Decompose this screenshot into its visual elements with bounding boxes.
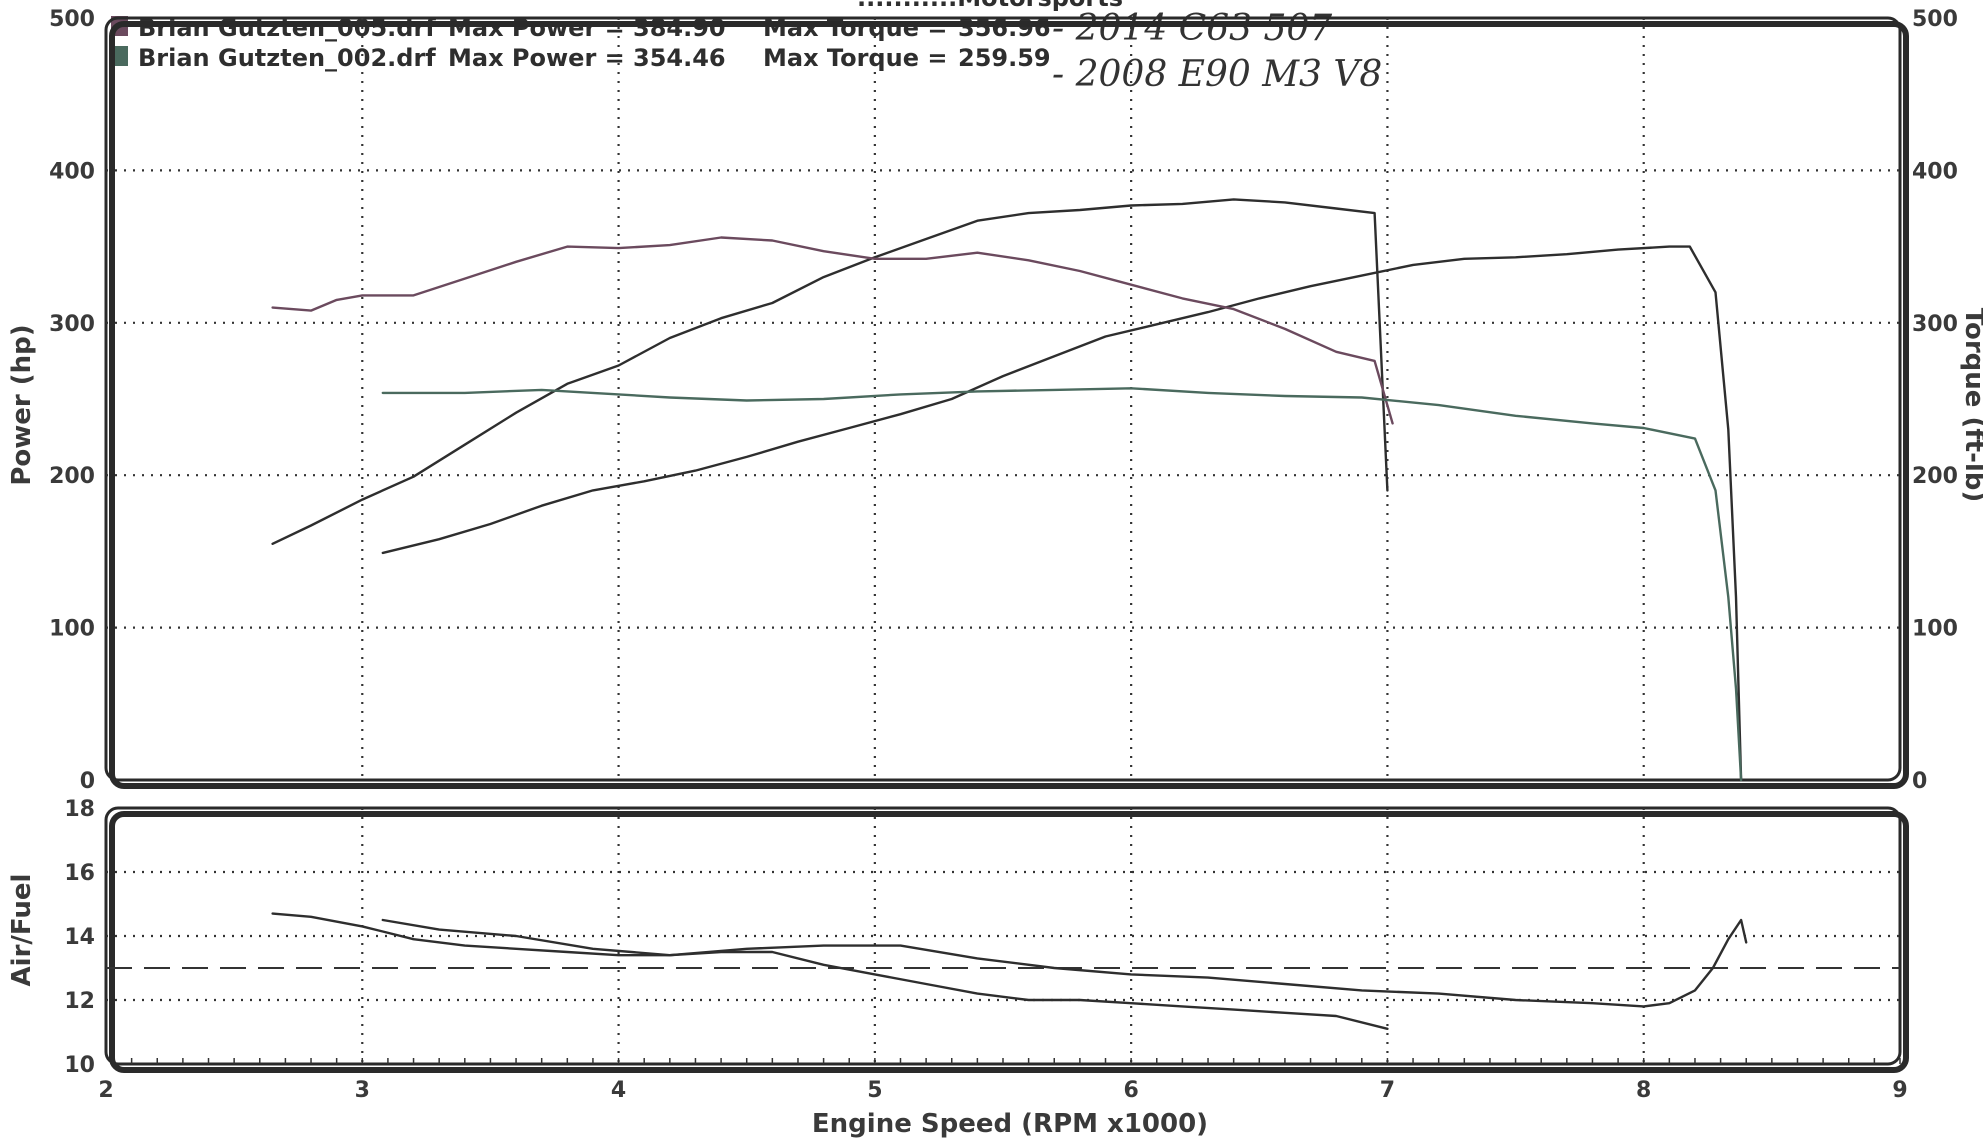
afr-panel-shadow	[109, 811, 1909, 1073]
axis-ticks: 2 3 4 5 6 7 8 9 0 100 200 300 400 500 0 100 200 300 400 500…	[49, 7, 1958, 1103]
y-tick-label-power-100: 100	[49, 617, 95, 642]
y-axis-label-torque: Torque (ft-lb)	[1959, 308, 1983, 503]
y-tick-label-afr-14: 14	[64, 925, 95, 950]
torque-curve-m3	[381, 387, 1743, 782]
y2-tick-label-torque-0: 0	[1912, 769, 1927, 794]
y-tick-label-afr-12: 12	[64, 989, 95, 1014]
y-axis-label-afr: Air/Fuel	[7, 874, 37, 987]
y2-tick-label-torque-200: 200	[1912, 464, 1958, 489]
x-tick-label-8: 8	[1636, 1078, 1651, 1103]
y2-tick-label-torque-300: 300	[1912, 312, 1958, 337]
power-panel-shadow	[109, 21, 1909, 789]
x-tick-label-5: 5	[867, 1078, 882, 1103]
power-panel-frame	[104, 16, 1902, 782]
afr-curve-m3	[381, 918, 1748, 1008]
traces	[106, 198, 1900, 1031]
afr-curve-c63	[271, 912, 1389, 1031]
legend-file-2: Brian Gutzten_002.drf	[138, 44, 436, 72]
x-axis-label: Engine Speed (RPM x1000)	[812, 1109, 1208, 1139]
legend-maxtorque-label-2: Max Torque =	[763, 44, 947, 72]
power-curve-m3	[381, 245, 1743, 782]
x-tick-label-2: 2	[98, 1078, 113, 1103]
x-tick-label-4: 4	[611, 1078, 626, 1103]
y2-tick-label-torque-500: 500	[1912, 7, 1958, 32]
chart-title: ...........Motorsports	[857, 0, 1123, 12]
legend-maxtorque-value-2: 259.59	[958, 44, 1051, 72]
y-tick-label-power-400: 400	[49, 159, 95, 184]
afr-panel-frame	[104, 806, 1902, 1066]
y-tick-label-power-300: 300	[49, 312, 95, 337]
y-tick-label-power-200: 200	[49, 464, 95, 489]
legend-swatch-2	[111, 46, 128, 66]
y2-tick-label-torque-400: 400	[1912, 159, 1958, 184]
x-tick-label-9: 9	[1892, 1078, 1907, 1103]
handwritten-note-2: - 2008 E90 M3 V8	[1052, 54, 1382, 95]
x-tick-label-3: 3	[355, 1078, 370, 1103]
x-tick-label-7: 7	[1380, 1078, 1395, 1103]
y-tick-label-power-0: 0	[80, 769, 95, 794]
legend-maxpower-value-2: 354.46	[633, 44, 726, 72]
power-curve-c63	[271, 198, 1389, 545]
torque-curve-c63	[271, 236, 1394, 425]
y-tick-label-afr-16: 16	[64, 861, 95, 886]
handwritten-note-1: - 2014 C63 507	[1052, 8, 1332, 49]
y-axis-label-power: Power (hp)	[7, 324, 37, 485]
y-tick-label-power-500: 500	[49, 7, 95, 32]
x-tick-label-6: 6	[1123, 1078, 1138, 1103]
legend-maxpower-label-2: Max Power =	[448, 44, 625, 72]
y2-tick-label-torque-100: 100	[1912, 617, 1958, 642]
grid	[106, 18, 1900, 1064]
legend-row-2: Brian Gutzten_002.drf Max Power = 354.46…	[111, 44, 1382, 95]
legend-row-1: Brian Gutzten_005.drf Max Power = 384.90…	[111, 8, 1332, 49]
y-tick-label-afr-18: 18	[64, 797, 95, 822]
y-tick-label-afr-10: 10	[64, 1053, 95, 1078]
